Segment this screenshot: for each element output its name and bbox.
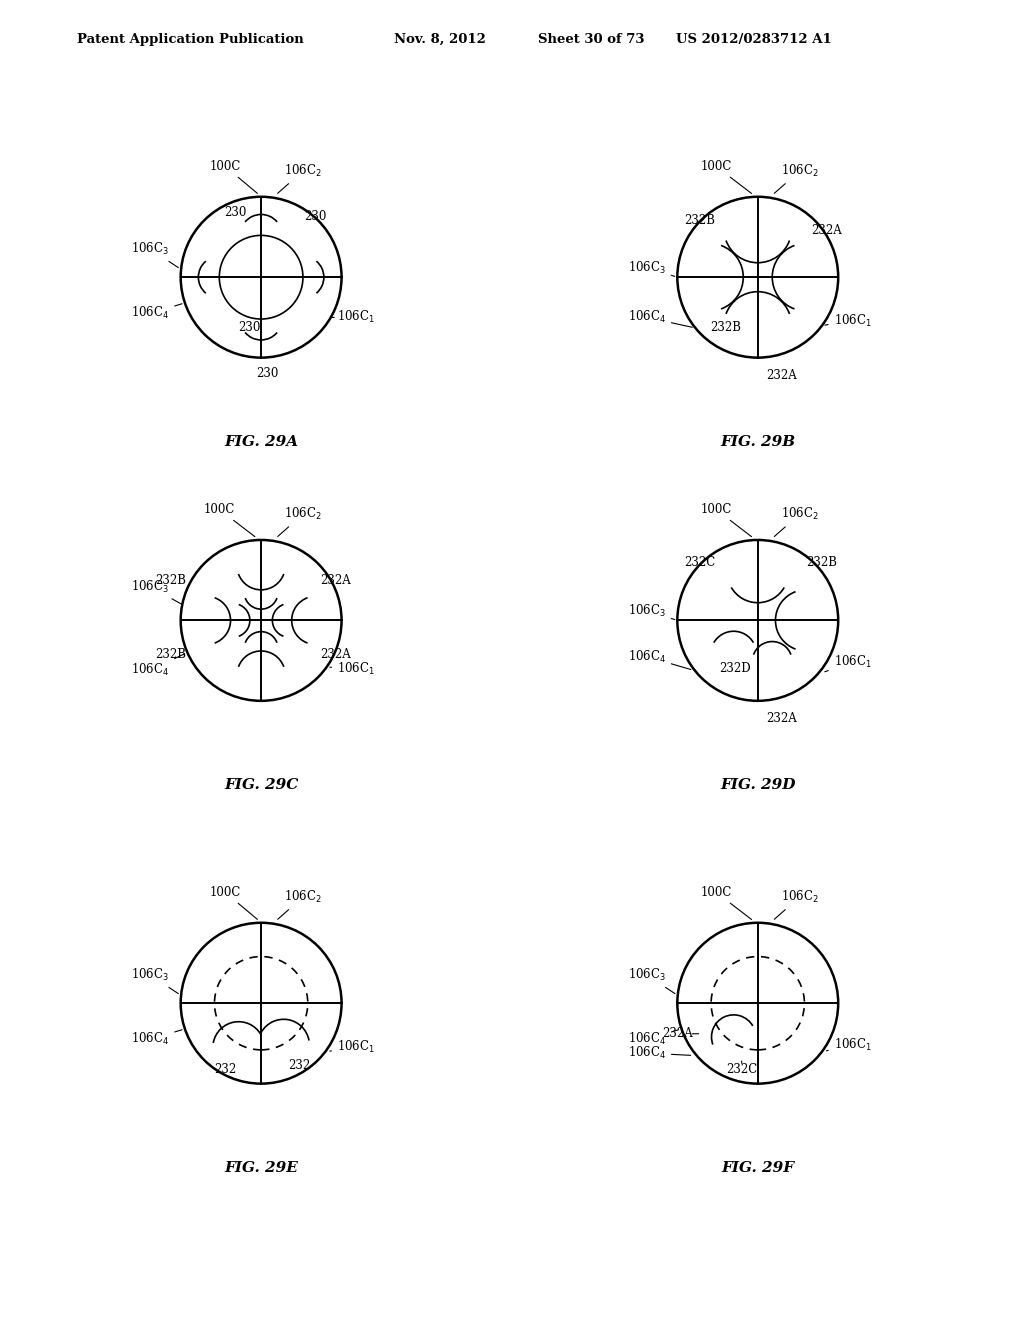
Text: 106C$_3$: 106C$_3$ [131,578,182,605]
Text: 232: 232 [289,1060,311,1072]
Text: Patent Application Publication: Patent Application Publication [77,33,303,46]
Text: 106C$_2$: 106C$_2$ [278,162,322,193]
Text: 106C$_4$: 106C$_4$ [628,648,691,669]
Text: US 2012/0283712 A1: US 2012/0283712 A1 [676,33,831,46]
Text: 106C$_3$: 106C$_3$ [131,242,178,268]
Text: 106C$_3$: 106C$_3$ [628,603,675,619]
Text: 232C: 232C [726,1063,758,1076]
Text: 106C$_4$: 106C$_4$ [628,309,692,327]
Text: 232A: 232A [319,574,350,586]
Text: 106C$_1$: 106C$_1$ [824,655,871,672]
Text: 100C: 100C [700,886,752,920]
Text: Nov. 8, 2012: Nov. 8, 2012 [394,33,486,46]
Text: 100C: 100C [209,886,257,919]
Text: 106C$_4$: 106C$_4$ [628,1030,679,1048]
Text: 232B: 232B [156,648,186,661]
Text: 232B: 232B [156,574,186,586]
Text: 100C: 100C [204,503,255,537]
Text: 232: 232 [214,1063,237,1076]
Text: 106C$_1$: 106C$_1$ [332,309,375,326]
Text: 106C$_1$: 106C$_1$ [330,1039,375,1056]
Text: FIG. 29B: FIG. 29B [720,436,796,449]
Text: 232B: 232B [710,321,741,334]
Text: 232A: 232A [767,711,798,725]
Text: 232A: 232A [319,648,350,661]
Text: 230: 230 [256,367,279,380]
Text: 100C: 100C [700,160,752,194]
Text: 232A: 232A [811,224,842,238]
Text: 100C: 100C [700,503,752,537]
Text: FIG. 29A: FIG. 29A [224,436,298,449]
Text: FIG. 29D: FIG. 29D [720,777,796,792]
Text: 106C$_4$: 106C$_4$ [628,1045,690,1061]
Text: 106C$_1$: 106C$_1$ [330,660,375,677]
Text: 106C$_2$: 106C$_2$ [278,888,322,919]
Text: FIG. 29C: FIG. 29C [224,777,298,792]
Text: 106C$_2$: 106C$_2$ [278,506,322,536]
Text: 106C$_3$: 106C$_3$ [628,968,675,994]
Text: 106C$_1$: 106C$_1$ [826,1038,871,1053]
Text: 230: 230 [224,206,247,219]
Text: 106C$_3$: 106C$_3$ [628,260,675,276]
Text: 106C$_4$: 106C$_4$ [131,653,184,678]
Text: 106C$_1$: 106C$_1$ [825,313,871,330]
Text: 106C$_2$: 106C$_2$ [774,506,818,536]
Text: Sheet 30 of 73: Sheet 30 of 73 [538,33,644,46]
Text: 106C$_2$: 106C$_2$ [774,162,818,193]
Text: 232A: 232A [662,1027,692,1040]
Text: FIG. 29E: FIG. 29E [224,1162,298,1175]
Text: 232B: 232B [684,214,716,227]
Text: 230: 230 [304,210,327,223]
Text: 232D: 232D [720,663,751,675]
Text: 232B: 232B [807,556,838,569]
Text: 106C$_2$: 106C$_2$ [774,888,818,919]
Text: 106C$_4$: 106C$_4$ [131,304,182,322]
Text: 232C: 232C [684,556,716,569]
Text: FIG. 29F: FIG. 29F [721,1162,795,1175]
Text: 232A: 232A [767,368,798,381]
Text: 106C$_3$: 106C$_3$ [131,968,178,994]
Text: 100C: 100C [209,160,257,193]
Text: 230: 230 [238,321,260,334]
Text: 106C$_4$: 106C$_4$ [131,1030,182,1048]
